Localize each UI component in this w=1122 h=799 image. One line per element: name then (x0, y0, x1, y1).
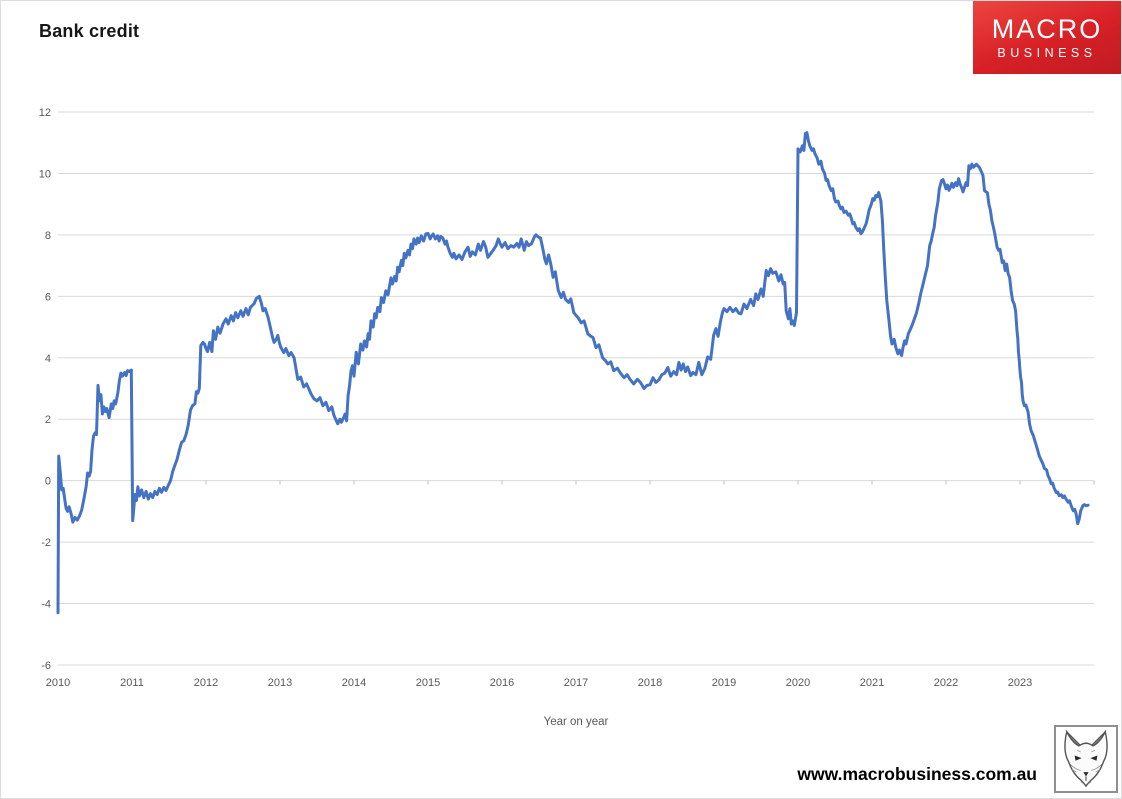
y-tick-label: -6 (41, 660, 51, 672)
x-tick-label: 2018 (638, 677, 662, 689)
y-tick-label: 8 (45, 230, 51, 242)
logo-text-business: BUSINESS (997, 45, 1097, 60)
y-tick-label: 4 (45, 353, 51, 365)
y-tick-label: 0 (45, 476, 51, 488)
macrobusiness-logo: MACRO BUSINESS (973, 1, 1121, 74)
x-tick-label: 2012 (194, 677, 218, 689)
x-tick-label: 2010 (46, 677, 70, 689)
y-tick-label: 2 (45, 414, 51, 426)
x-tick-label: 2022 (934, 677, 958, 689)
x-tick-label: 2023 (1008, 677, 1032, 689)
y-tick-label: -4 (41, 599, 51, 611)
x-tick-label: 2014 (342, 677, 366, 689)
website-url: www.macrobusiness.com.au (797, 764, 1037, 784)
x-tick-label: 2020 (786, 677, 810, 689)
x-tick-label: 2016 (490, 677, 514, 689)
x-axis-title: Year on year (543, 716, 609, 728)
y-tick-label: 6 (45, 291, 51, 303)
x-tick-label: 2017 (564, 677, 588, 689)
fox-icon (1064, 729, 1108, 788)
y-tick-label: 10 (39, 168, 51, 180)
logo-text-macro: MACRO (991, 13, 1103, 44)
y-tick-label: 12 (39, 107, 51, 119)
x-tick-label: 2013 (268, 677, 292, 689)
x-tick-label: 2021 (860, 677, 884, 689)
fox-logo-image (1054, 725, 1118, 793)
page-title: Bank credit (39, 21, 140, 41)
x-tick-label: 2015 (416, 677, 440, 689)
x-tick-label: 2019 (712, 677, 736, 689)
x-tick-label: 2011 (120, 677, 144, 689)
credit-line-series (56, 131, 1090, 615)
y-tick-label: -2 (41, 537, 51, 549)
